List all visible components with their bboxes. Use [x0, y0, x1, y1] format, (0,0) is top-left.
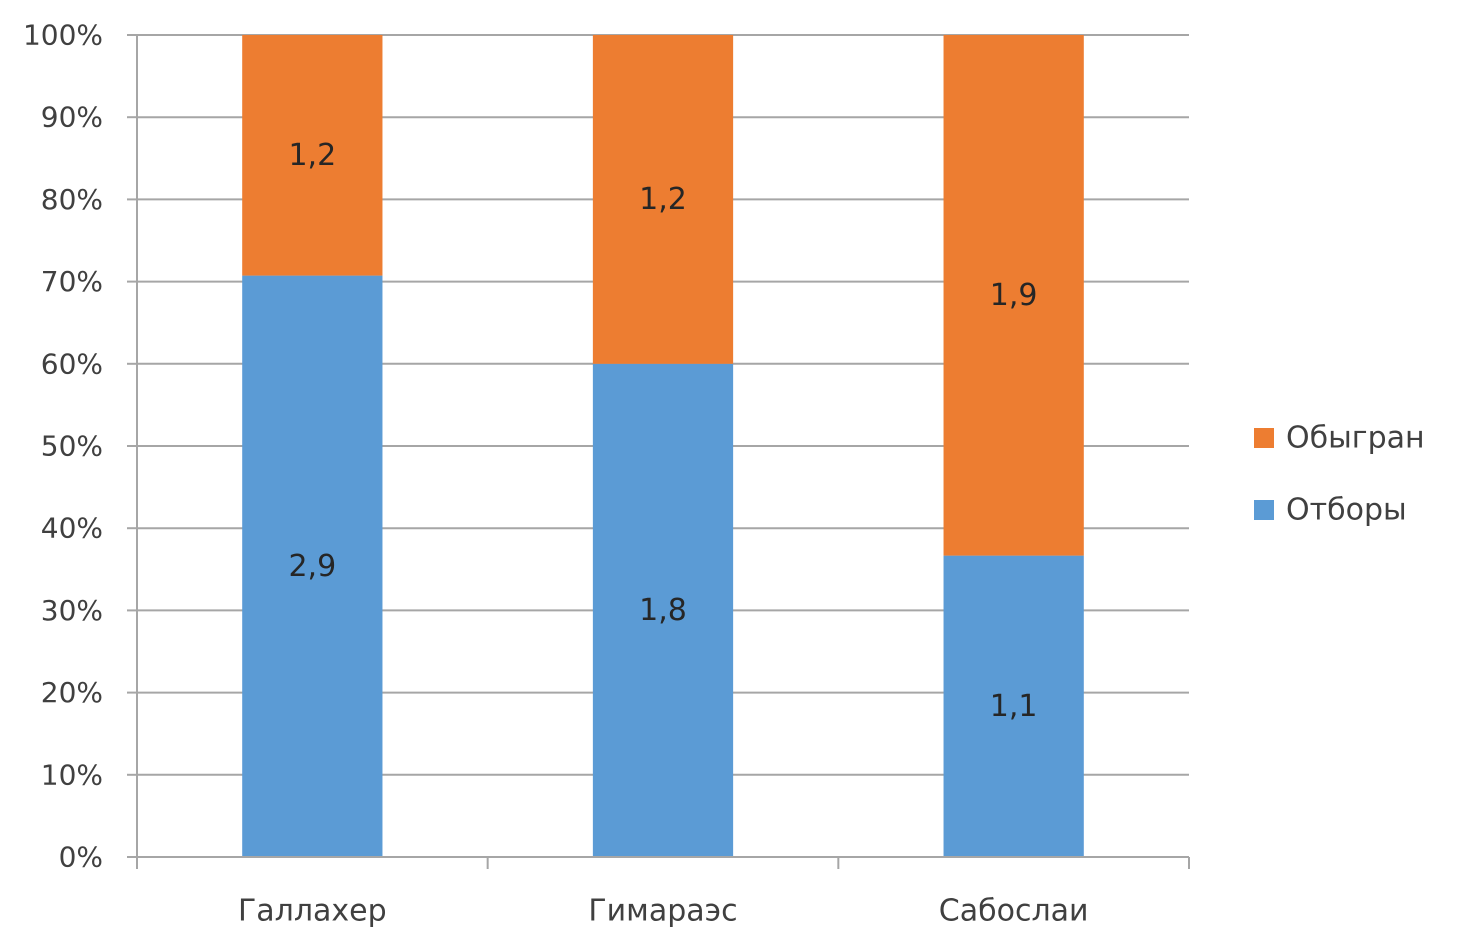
legend-swatch [1254, 500, 1274, 520]
bar-segment [242, 275, 383, 858]
data-label: 1,2 [288, 138, 336, 173]
y-tick-label: 20% [41, 676, 103, 709]
data-label: 1,2 [639, 182, 687, 217]
y-tick-label: 30% [41, 594, 103, 627]
data-label: 1,1 [990, 689, 1038, 724]
data-label: 2,9 [288, 549, 336, 584]
data-label: 1,8 [639, 593, 687, 628]
legend-label: Обыгран [1286, 421, 1425, 456]
legend-label: Отборы [1286, 493, 1407, 528]
y-tick-label: 80% [41, 183, 103, 216]
x-category-label: Сабослаи [939, 894, 1089, 929]
x-category-labels: Галлахер Гимараэс Сабослаи [238, 894, 1089, 929]
axes [127, 34, 1190, 869]
y-tick-label: 100% [23, 19, 103, 52]
data-label: 1,9 [990, 278, 1038, 313]
y-tick-label: 0% [59, 841, 103, 874]
y-tick-label: 70% [41, 265, 103, 298]
bar-segment [242, 35, 383, 276]
y-tick-label: 90% [41, 101, 103, 134]
y-tick-label: 40% [41, 512, 103, 545]
bar-segment [943, 555, 1084, 857]
y-tick-labels: 0% 10% 20% 30% 40% 50% 60% 70% 80% 90% 100% [23, 19, 103, 874]
bar-segment [592, 363, 734, 857]
legend-swatch [1254, 428, 1274, 448]
y-tick-label: 50% [41, 430, 103, 463]
bar-segment [592, 35, 734, 364]
bars [242, 35, 1084, 858]
data-labels: 2,9 1,2 1,8 1,2 1,1 1,9 [288, 138, 1037, 724]
x-category-label: Галлахер [238, 894, 387, 929]
legend: Обыгран Отборы [1254, 421, 1425, 528]
y-tick-label: 60% [41, 347, 103, 380]
y-tick-label: 10% [41, 758, 103, 791]
x-category-label: Гимараэс [588, 894, 737, 929]
bar-segment [943, 35, 1084, 556]
